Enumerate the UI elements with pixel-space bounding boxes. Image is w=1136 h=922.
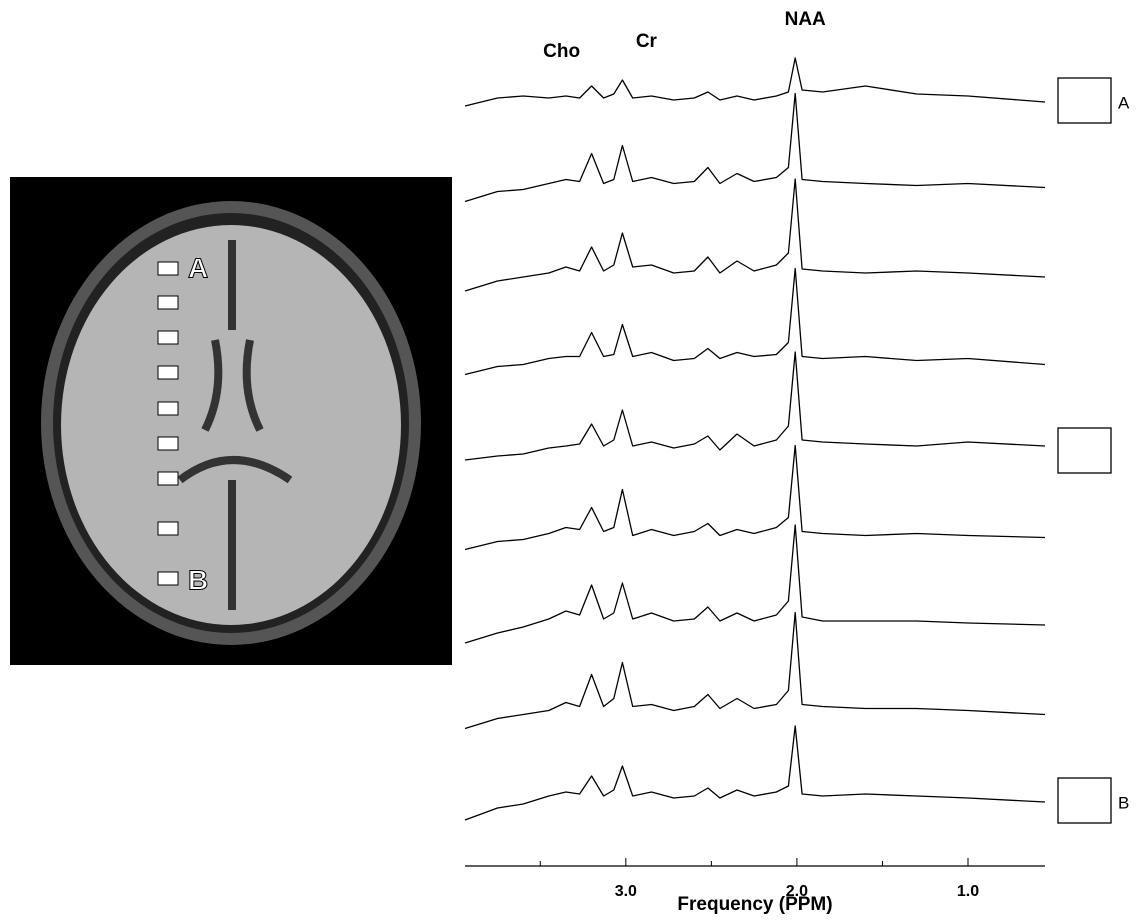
x-tick-label: 1.0 [957, 883, 979, 900]
voxel-label: B [188, 564, 208, 595]
x-tick-label: 3.0 [615, 883, 637, 900]
voxel-label: A [188, 252, 208, 283]
peak-label: NAA [785, 9, 826, 30]
x-tick-label: 2.0 [786, 883, 808, 900]
voxel-marker [157, 365, 179, 380]
spectrum [464, 611, 1046, 730]
voxel-box [1057, 777, 1112, 824]
spectrum [464, 57, 1046, 107]
voxel-marker [157, 521, 179, 536]
spectrum [464, 725, 1046, 821]
brain [61, 225, 401, 625]
voxel-marker [157, 436, 179, 451]
spectrum [464, 92, 1046, 203]
spectrum [464, 267, 1046, 376]
voxel-marker [157, 261, 179, 276]
x-axis-label: Frequency (PPM) [677, 894, 832, 915]
voxel-marker [157, 401, 179, 416]
voxel-box [1057, 77, 1112, 124]
voxel-box [1057, 427, 1112, 474]
voxel-label: B [1118, 793, 1129, 812]
voxel-markers: AB [157, 252, 209, 596]
voxel-marker [157, 571, 179, 586]
peak-label: Cho [543, 41, 580, 62]
voxel-label: A [1118, 93, 1130, 112]
brain-structure [177, 240, 293, 610]
voxel-marker [157, 330, 179, 345]
spectrum [464, 524, 1046, 644]
peak-label: Cr [636, 31, 658, 52]
voxel-marker [157, 295, 179, 310]
spectrum [464, 351, 1046, 461]
voxel-marker [157, 471, 179, 486]
spectrum [464, 178, 1046, 292]
spectrum [464, 444, 1046, 551]
